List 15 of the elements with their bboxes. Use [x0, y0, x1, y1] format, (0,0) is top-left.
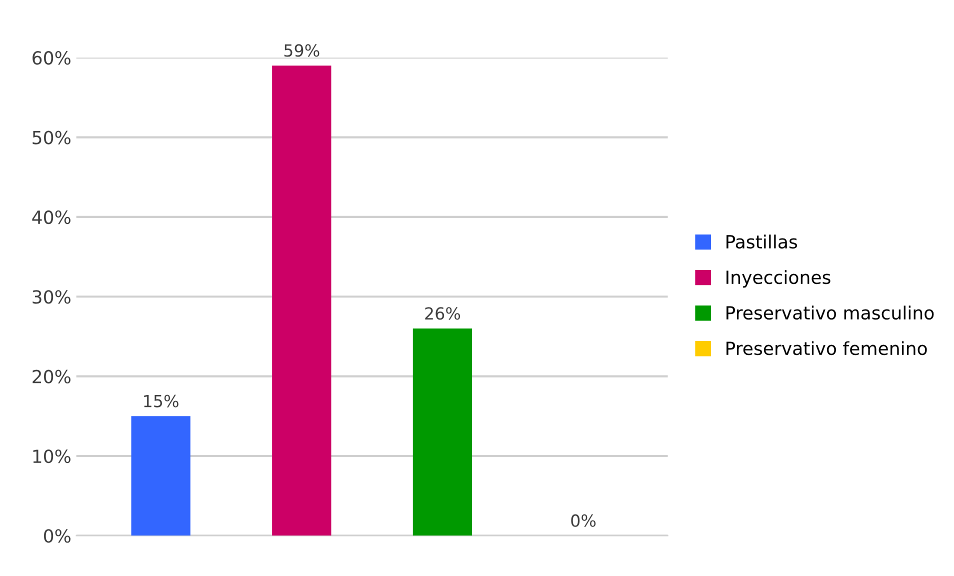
y-tick-label: 40% — [32, 210, 70, 224]
data-label: 0% — [571, 514, 596, 527]
data-label: 59% — [284, 44, 320, 57]
legend-label: Inyecciones — [726, 270, 830, 288]
y-tick-label: 20% — [32, 370, 70, 384]
y-tick-label: 0% — [44, 529, 70, 543]
data-label: 15% — [144, 394, 178, 408]
y-tick-label: 10% — [33, 449, 70, 464]
data-label: 26% — [425, 307, 460, 320]
legend-label: Preservativo masculino — [726, 306, 934, 320]
legend-label: Pastillas — [726, 234, 798, 249]
y-tick-label: 30% — [32, 290, 70, 304]
y-tick-label: 60% — [32, 51, 70, 65]
legend-label: Preservativo femenino — [726, 341, 927, 356]
y-tick-label: 50% — [32, 130, 70, 144]
